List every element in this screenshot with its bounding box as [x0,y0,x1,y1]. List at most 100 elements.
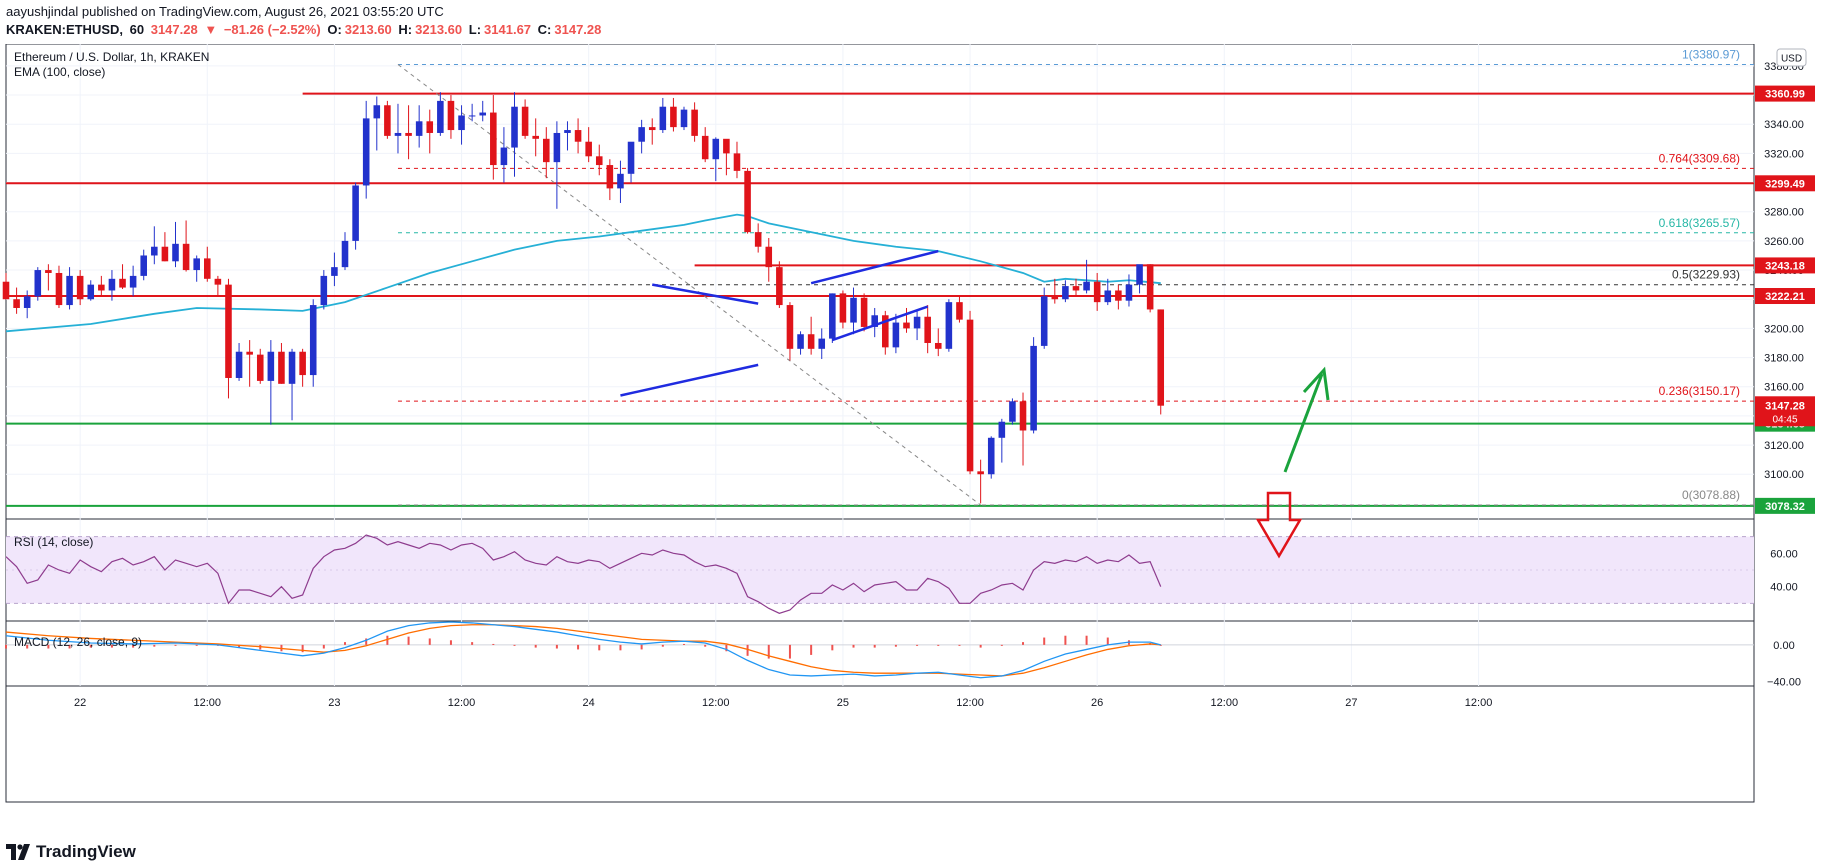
macd-label[interactable]: MACD (12, 26, close, 9) [14,635,142,649]
chart-canvas[interactable]: 1(3380.97) 0.764(3309.68) 0.618(3265.57) 0.… [0,44,1828,804]
time-tick-label: 12:00 [448,697,476,709]
candle-body [966,319,974,472]
candle-body [585,141,592,157]
candle-body [267,351,275,381]
candle-body [98,284,105,291]
candle-body [151,246,158,256]
macd-histogram-bar [937,644,940,646]
low-label: L: [468,22,482,37]
time-axis[interactable]: 22 12:00 23 12:00 24 12:00 25 12:00 26 12:00 27 12:… [74,697,1492,709]
time-tick-label: 12:00 [1465,697,1493,709]
candle-body [1040,296,1048,346]
candle-body [415,121,423,136]
price-tick-label: 3180.00 [1764,353,1804,365]
candle-body [299,351,306,376]
candle-body [235,351,243,378]
macd-tick-label: −40.00 [1767,676,1801,688]
candle-body [278,351,285,384]
candle-body [659,106,667,131]
candle-body [521,106,529,136]
candle-body [500,147,508,166]
symbol-name: KRAKEN:ETHUSD, [6,22,123,37]
candle-body [55,272,63,306]
rsi-label[interactable]: RSI (14, close) [14,535,93,549]
macd-histogram-bar [852,644,855,648]
countdown-badge-text: 04:45 [1772,414,1797,425]
candle-body [256,354,264,381]
price-axis[interactable]: 3380.003360.003340.003320.003300.003280.… [1764,61,1804,689]
candle-body [331,267,338,276]
price-tick-label: 3100.00 [1764,469,1804,481]
footer: TradingView [6,840,136,864]
fib-level-label: 1(3380.97) [1682,47,1740,61]
rsi-band [6,536,1754,604]
candle-body [765,246,773,268]
macd-histogram-bar [110,644,113,648]
macd-histogram-bar [831,644,834,651]
publisher-user[interactable]: aayushjindal [6,4,79,19]
time-tick-label: 23 [328,697,340,709]
candle-body [786,305,794,349]
time-tick-label: 24 [583,697,595,709]
candle-body [193,258,200,271]
candle-body [818,338,826,349]
candle-body [76,275,84,300]
level-price-badge [1755,288,1815,305]
time-tick-label: 12:00 [1211,697,1239,709]
candle-body [1125,284,1133,301]
price-badges: 3360.993299.493243.183222.213134.683078.… [1755,85,1815,514]
candle-body [850,297,857,323]
time-tick-label: 12:00 [702,697,730,709]
price-tick-label: 3200.00 [1764,323,1804,335]
macd-histogram-bar [640,644,643,650]
candle-body [913,316,921,329]
rsi-band-fill [6,536,1754,604]
candle-body [129,275,137,288]
candle-body [1051,296,1059,300]
candle-body [776,267,783,306]
macd-histogram-bar [577,644,580,650]
candle-body [754,232,762,247]
open-value: 3213.60 [344,22,392,37]
candle-body [1115,290,1122,301]
macd-histogram-bar [894,644,897,647]
candle-body [23,296,31,308]
candle-body [1009,401,1016,422]
last-price-badge [1755,396,1815,427]
high-label: H: [398,22,413,37]
high-value: 3213.60 [415,22,463,37]
level-price-badge [1755,175,1815,192]
close-label: C: [537,22,552,37]
candle-body [648,127,656,131]
level-price-badge-text: 3222.21 [1765,291,1805,303]
candle-body [172,243,179,262]
candle-body [839,293,847,323]
macd-histogram-bar [386,635,389,645]
candle-body [691,109,698,136]
candlestick-series [2,92,1165,504]
candle-body [638,127,645,142]
interval: 60 [129,22,145,37]
candle-body [288,351,296,384]
macd-histogram-bar [661,644,664,647]
candle-body [511,106,518,148]
trendline [620,363,759,397]
macd-histogram-bar [174,644,177,646]
ema-indicator-label[interactable]: EMA (100, close) [14,65,105,79]
fib-level-label: 0(3078.88) [1682,488,1740,502]
candle-body [468,115,476,117]
horizontal-levels [6,92,1754,507]
macd-histogram-bar [873,644,876,648]
macd-histogram-bar [301,644,304,653]
candle-body [362,118,370,186]
trendline [652,283,759,305]
candle-body [977,471,984,475]
candle-body [479,112,487,116]
candle-body [701,135,709,160]
currency-button[interactable]: USD [1776,48,1807,67]
symbol-line: KRAKEN:ETHUSD, 60 3147.28 ▼ −81.26 (−2.5… [6,22,604,37]
candle-body [66,275,73,306]
candle-body [1072,286,1080,291]
candle-body [987,437,995,475]
candle-body [871,315,878,327]
